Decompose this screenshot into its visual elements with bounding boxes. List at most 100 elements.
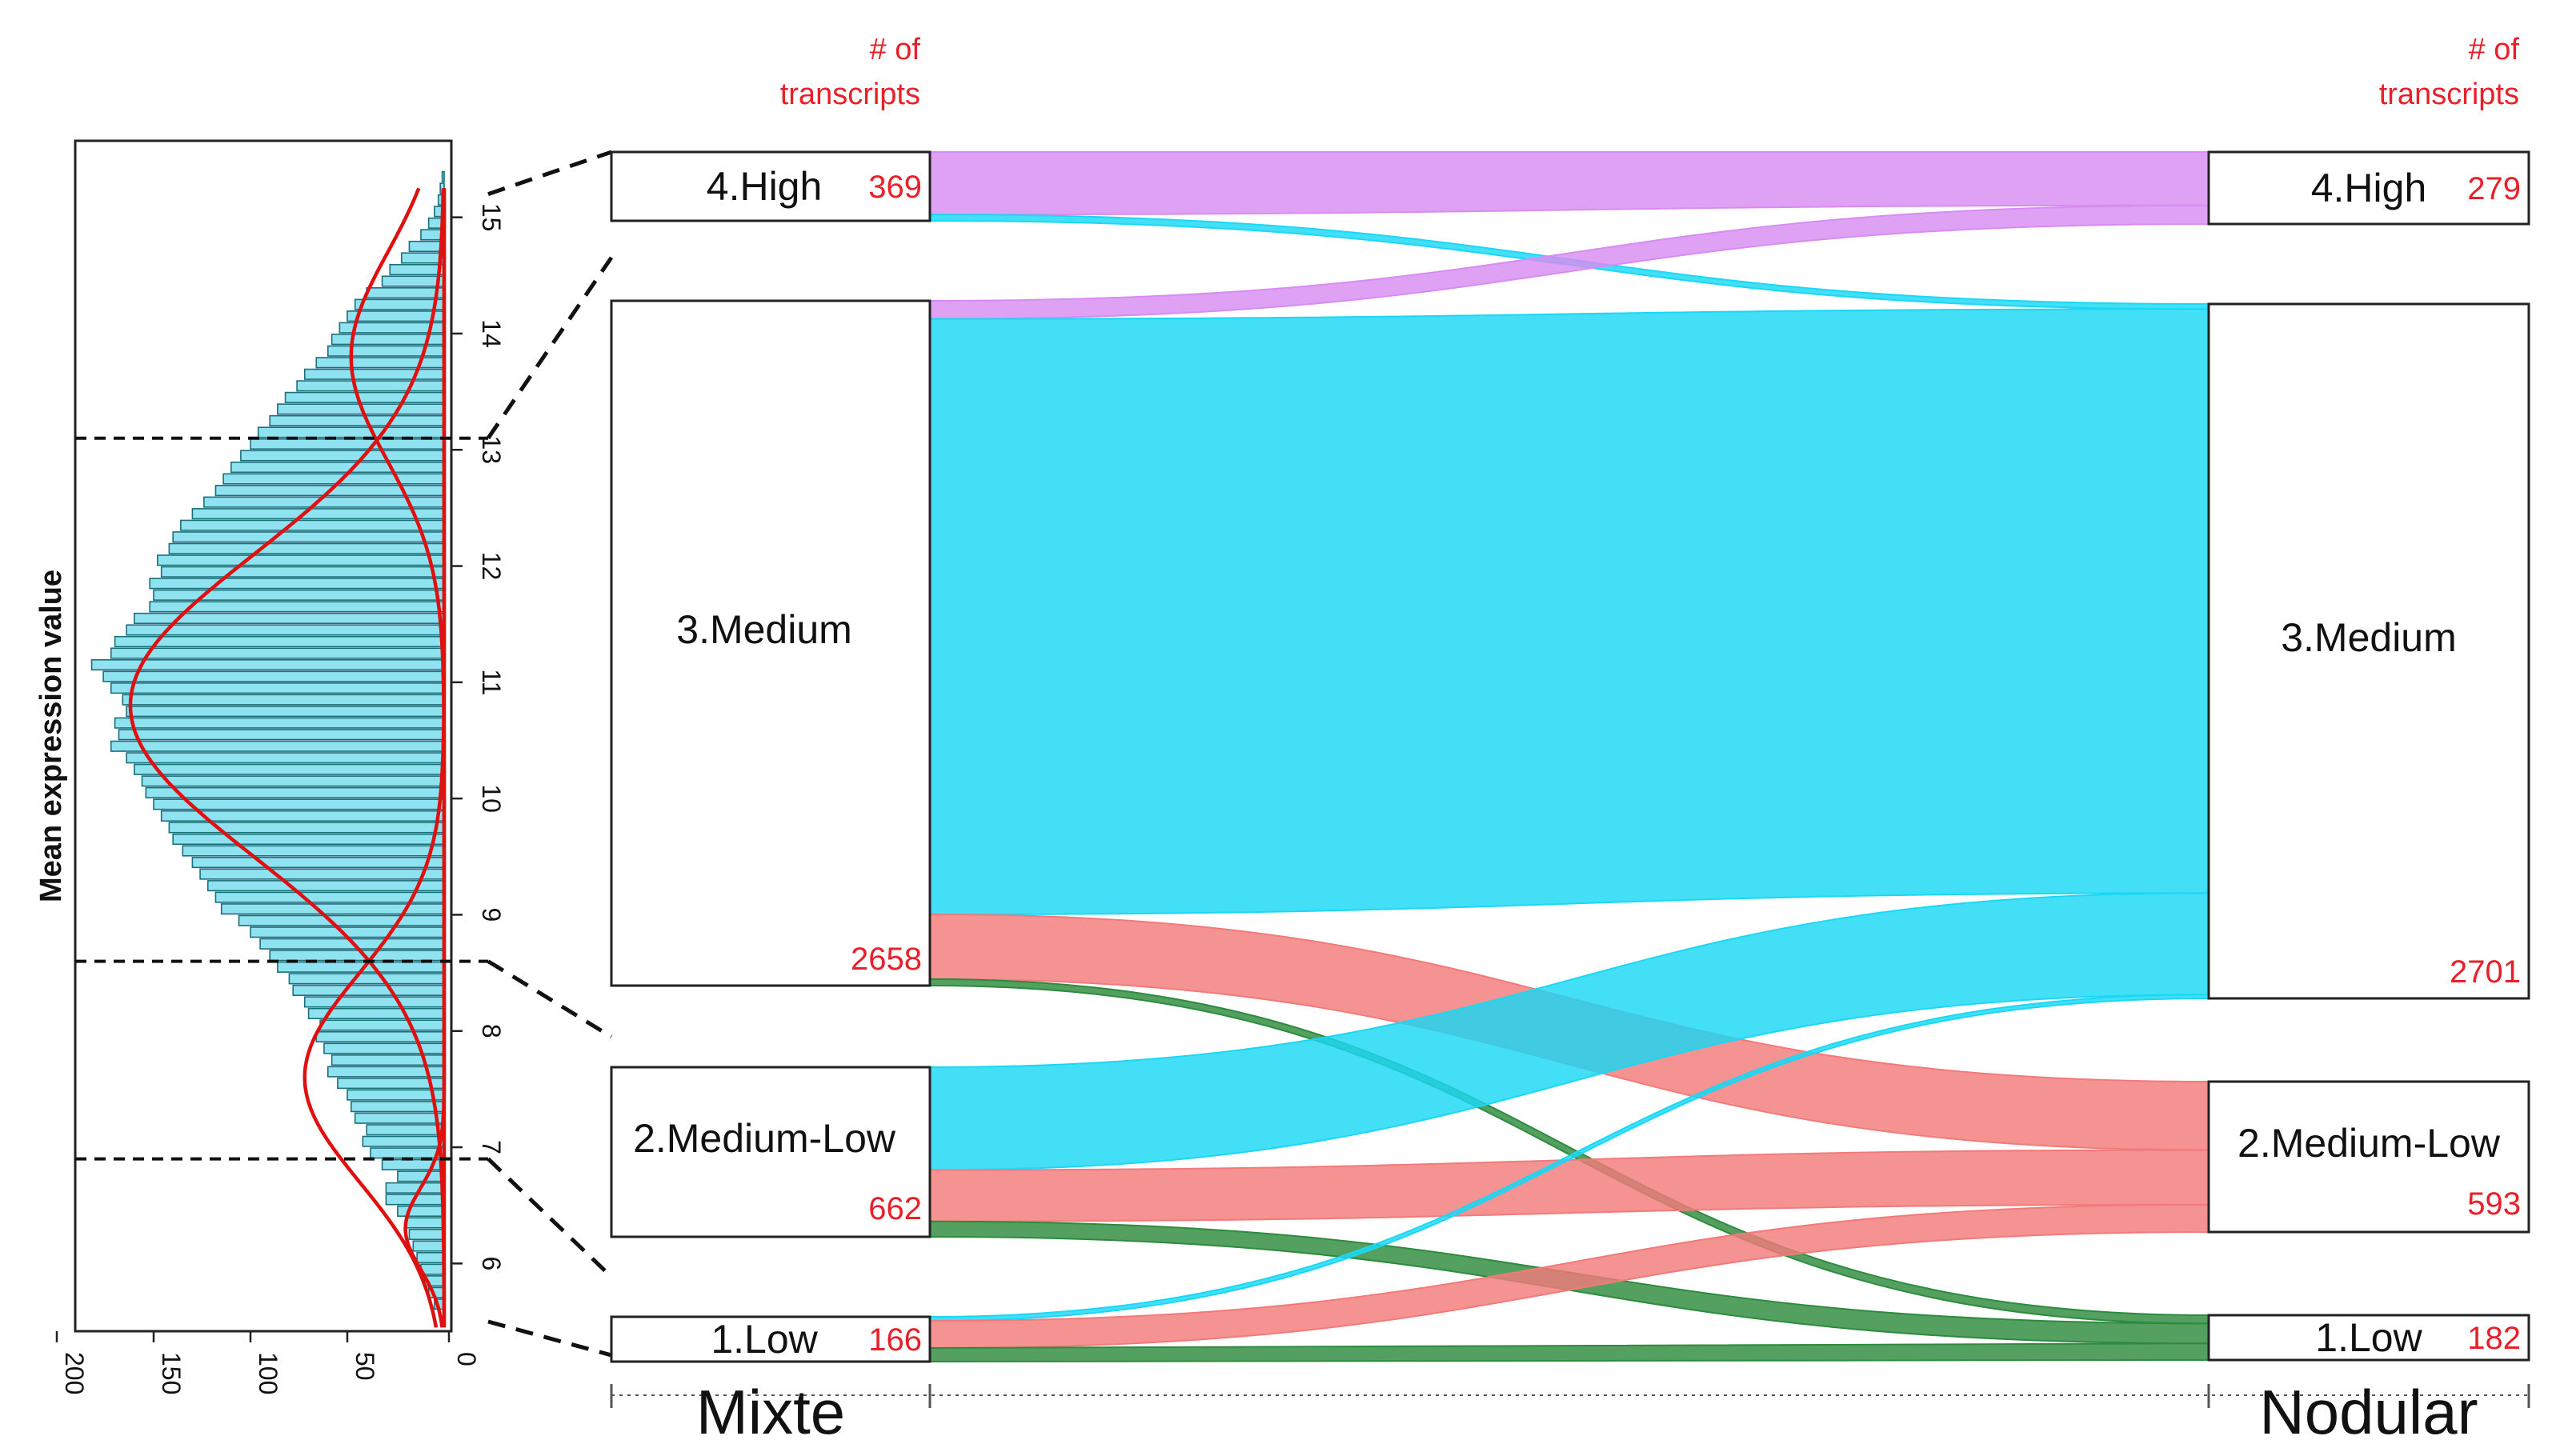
histogram-bar (315, 1030, 445, 1043)
histogram-bar (114, 635, 445, 648)
histogram-bar (385, 1182, 445, 1194)
histogram-bar (110, 682, 445, 694)
histogram-bar (288, 973, 445, 985)
histogram-bar (126, 706, 445, 718)
histogram-bar (238, 914, 445, 926)
fitted-curve-high (349, 187, 447, 1328)
node-count: 662 (868, 1191, 922, 1226)
histogram-bar (381, 275, 445, 287)
threshold-connector (486, 256, 614, 440)
axis-title-nodular: Nodular (2259, 1377, 2478, 1447)
node-label: 2.Medium-Low (633, 1116, 896, 1161)
histogram-bar (250, 438, 445, 450)
histogram-bar (366, 1124, 445, 1136)
node-box (2207, 150, 2530, 226)
histogram-bar (222, 473, 445, 485)
histogram-bar (102, 670, 445, 682)
histogram-bar (319, 1019, 445, 1031)
value-tick-label: 15 (477, 203, 506, 232)
histogram-bar (412, 1240, 445, 1252)
node-box (610, 1066, 931, 1238)
histogram-bar (303, 368, 445, 380)
threshold-connector (487, 1157, 613, 1278)
node-right-1-low: 1.Low 182 (2207, 1314, 2530, 1362)
histogram-bar (206, 880, 445, 892)
threshold-connector (487, 959, 613, 1039)
node-label: 4.High (707, 164, 823, 209)
alluvial-flows (929, 150, 2209, 1363)
node-box (610, 1315, 931, 1363)
value-tick-label: 8 (477, 1024, 506, 1038)
histogram-bar (126, 752, 445, 764)
histogram-bar (404, 1217, 445, 1229)
value-tick-label: 9 (477, 908, 506, 922)
histogram-bar (122, 694, 445, 706)
histogram-bar (199, 868, 445, 880)
histogram-panel: 6 7 8 9 10 11 12 13 14 15 0 50 100 150 200 Mean expre… (34, 139, 506, 1394)
alluvial-nodes: 4.High 369 4.High 279 3.Medium 2658 3.Medium 27… (610, 150, 2530, 1363)
histogram-bar (397, 1205, 445, 1218)
histogram-bar (389, 263, 445, 276)
node-box (2207, 302, 2530, 1000)
histogram-bar (257, 426, 445, 438)
node-left-1-low: 1.Low 166 (610, 1315, 931, 1363)
node-label: 4.High (2311, 166, 2427, 210)
histogram-bar (354, 298, 445, 310)
threshold-connectors (75, 150, 614, 1358)
histogram-bar (331, 1054, 445, 1066)
flow-band (929, 150, 2209, 216)
histogram-bar (354, 1112, 445, 1124)
count-tick-label: 100 (254, 1352, 282, 1394)
histogram-bar (172, 833, 445, 846)
histogram-bar (182, 845, 445, 857)
histogram-bar (134, 763, 445, 775)
histogram-bar (172, 531, 445, 543)
histogram-bar (416, 1252, 445, 1264)
histogram-bar (230, 461, 445, 474)
histogram-bar (110, 647, 445, 659)
histogram-bar (191, 508, 445, 520)
node-left-3-medium: 3.Medium 2658 (610, 299, 931, 987)
node-count: 2658 (851, 942, 922, 977)
axis-title-mixte: Mixte (696, 1377, 845, 1447)
count-tick-label: 50 (351, 1352, 379, 1381)
histogram-bar (240, 450, 445, 462)
histogram-bar (296, 380, 445, 392)
histogram-bar (347, 310, 445, 322)
node-left-2-medium-low: 2.Medium-Low 662 (610, 1066, 931, 1238)
count-tick-label: 0 (452, 1352, 481, 1366)
histogram-bar (397, 1170, 445, 1182)
count-axis-ticks: 0 50 100 150 200 (55, 1331, 481, 1394)
threshold-connector (487, 150, 612, 196)
alluvial-axes: Mixte Nodular (610, 1377, 2530, 1447)
node-left-4-high: 4.High 369 (610, 150, 931, 222)
node-label: 1.Low (711, 1317, 818, 1362)
fitted-curve-medium (128, 188, 447, 1328)
node-box (610, 150, 931, 222)
histogram-bar (191, 857, 445, 869)
histogram-bar (157, 554, 445, 566)
node-right-2-medium-low: 2.Medium-Low 593 (2207, 1080, 2530, 1234)
node-box (2207, 1314, 2530, 1362)
node-label: 3.Medium (676, 607, 852, 652)
histogram-bar (220, 903, 445, 915)
node-count: 369 (868, 170, 922, 205)
histogram-bar (118, 729, 445, 741)
histogram-bar (347, 1089, 445, 1101)
histogram-bars (90, 170, 445, 1310)
right-count-header-line2: transcripts (2379, 78, 2519, 111)
histogram-bar (362, 1135, 445, 1147)
value-tick-label: 7 (477, 1140, 506, 1154)
node-count: 279 (2467, 171, 2521, 206)
histogram-bar (323, 1042, 445, 1054)
histogram-bar (141, 775, 445, 787)
node-label: 1.Low (2315, 1315, 2422, 1360)
histogram-bar (303, 996, 445, 1008)
value-tick-label: 14 (477, 319, 506, 348)
node-label: 2.Medium-Low (2237, 1121, 2501, 1166)
count-tick-label: 200 (60, 1352, 89, 1394)
node-right-4-high: 4.High 279 (2207, 150, 2530, 226)
histogram-bar (180, 519, 445, 531)
node-count: 2701 (2450, 954, 2521, 990)
